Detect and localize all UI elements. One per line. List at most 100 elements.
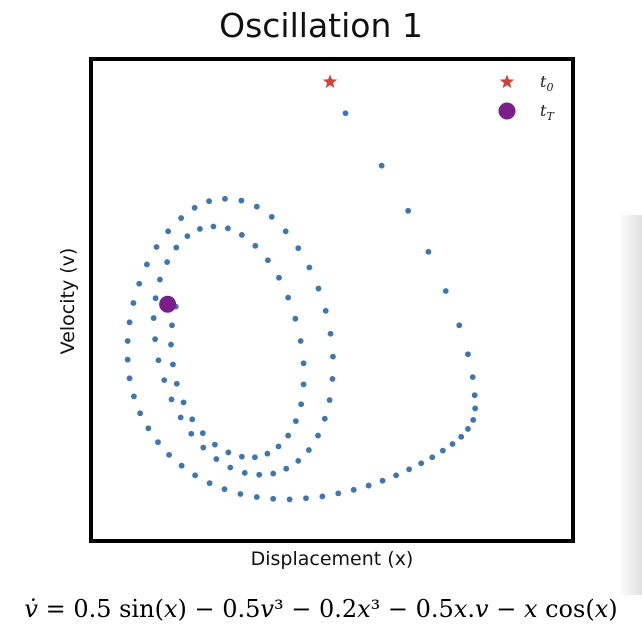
trajectory-point: [180, 399, 187, 406]
trajectory-point: [418, 460, 425, 467]
trajectory-point: [161, 377, 168, 384]
trajectory-point: [327, 330, 334, 337]
edge-shadow: [618, 215, 642, 595]
trajectory-point: [405, 207, 412, 214]
trajectory-point: [165, 228, 172, 235]
trajectory-point: [170, 361, 176, 368]
trajectory-point: [286, 496, 293, 503]
trajectory-point: [406, 466, 413, 473]
trajectory-point: [283, 465, 290, 472]
trajectory-point: [456, 322, 463, 329]
trajectory-point: [238, 453, 245, 460]
legend-label-main: t: [540, 72, 547, 91]
trajectory-point: [303, 495, 309, 502]
trajectory-point: [342, 110, 349, 117]
trajectory-point: [469, 374, 476, 381]
legend-circle-icon: [498, 102, 516, 120]
trajectory-point: [130, 393, 137, 400]
trajectory-point: [157, 276, 163, 283]
trajectory-point: [238, 197, 245, 204]
trajectory-point: [184, 233, 191, 240]
eq-var-x2: x: [357, 595, 371, 623]
legend-label-sub: T: [546, 110, 555, 123]
trajectory-point: [321, 415, 328, 422]
trajectory-point: [256, 471, 263, 478]
trajectory-point: [449, 441, 456, 447]
trajectory-point: [155, 357, 162, 364]
trajectory-point: [210, 223, 217, 230]
trajectory-point: [126, 319, 133, 326]
trajectory-point: [264, 257, 271, 264]
trajectory-point: [285, 294, 292, 301]
y-axis-label: Velocity (v): [57, 247, 79, 355]
trajectory-point: [252, 242, 259, 249]
trajectory-point: [177, 414, 184, 421]
trajectory-point: [178, 215, 185, 221]
trajectory-point: [136, 280, 143, 287]
trajectory-point: [173, 244, 180, 251]
trajectory-point: [224, 225, 231, 232]
start-marker-t0: [322, 74, 338, 88]
eq-var-x4: x: [523, 595, 538, 623]
eq-var-x3: x: [453, 595, 468, 623]
legend-label-main: t: [540, 101, 547, 120]
trajectory-point: [465, 351, 471, 358]
trajectory-point: [144, 261, 150, 268]
trajectory-point: [253, 494, 260, 500]
trajectory-point: [200, 444, 207, 451]
trajectory-point: [150, 315, 157, 321]
trajectory-point: [268, 213, 275, 220]
trajectory-point: [429, 454, 436, 461]
eq-part-3: ³ − 0.2: [273, 595, 358, 623]
trajectory-point: [152, 295, 159, 302]
trajectory-point: [350, 486, 357, 493]
trajectory-point: [378, 162, 385, 169]
chart-title: Oscillation 1: [219, 6, 423, 45]
trajectory-point: [465, 426, 471, 432]
trajectory-point: [270, 495, 277, 502]
trajectory-point: [237, 491, 244, 497]
trajectory-point: [168, 396, 175, 403]
trajectory-point: [285, 432, 292, 439]
trajectory-point: [282, 228, 289, 235]
trajectory-point: [264, 450, 271, 457]
trajectory-point: [197, 226, 203, 232]
eq-part-5: .: [467, 595, 475, 623]
trajectory-point: [152, 336, 159, 343]
legend-label: t0: [540, 72, 553, 94]
x-axis-label: Displacement (x): [250, 548, 414, 570]
points-layer: [124, 74, 479, 503]
trajectory-point: [292, 315, 299, 322]
trajectory-point: [206, 198, 212, 205]
trajectory-point: [153, 244, 160, 250]
eq-var-x1: x: [163, 595, 178, 623]
eq-var-v1: v: [260, 595, 274, 623]
trajectory-point: [145, 425, 152, 432]
trajectory-point: [315, 285, 322, 292]
equation: v̇ = 0.5 sin(x) − 0.5v³ − 0.2x³ − 0.5x.v…: [0, 595, 642, 623]
trajectory-point: [124, 356, 131, 363]
trajectory-point: [221, 486, 228, 493]
trajectory-point: [189, 416, 196, 423]
trajectory-point: [393, 472, 400, 479]
trajectory-point: [300, 360, 307, 367]
trajectory-point: [295, 457, 302, 464]
trajectory-point: [178, 462, 185, 469]
eq-var-x5: x: [594, 595, 609, 623]
trajectory-point: [192, 472, 199, 479]
trajectory-point: [471, 392, 478, 399]
legend-label-sub: 0: [546, 81, 553, 94]
eq-part-7: cos(: [537, 595, 595, 623]
trajectory-point: [439, 447, 446, 454]
trajectory-point: [126, 375, 133, 382]
trajectory-point: [305, 447, 312, 453]
trajectory-point: [275, 443, 282, 450]
eq-part-1: = 0.5 sin(: [37, 595, 164, 623]
trajectory-point: [379, 477, 386, 484]
trajectory-point: [326, 397, 333, 403]
trajectory-point: [306, 264, 313, 271]
trajectory-point: [335, 490, 342, 497]
trajectory-point: [300, 381, 307, 388]
